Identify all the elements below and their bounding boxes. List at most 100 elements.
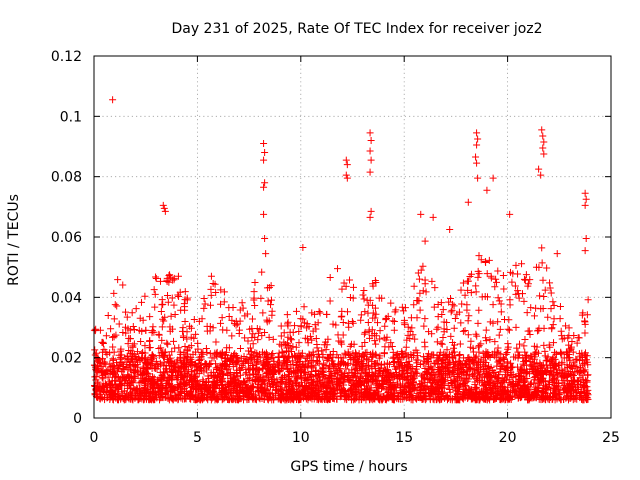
data-point [168,294,176,302]
data-point [285,374,293,382]
data-point [357,316,365,324]
data-point [122,329,130,337]
data-point [272,386,280,394]
data-point [249,330,257,338]
data-point [225,312,233,320]
data-point [374,319,382,327]
data-point [254,329,262,337]
data-point [533,343,541,351]
data-point [148,327,156,335]
data-point [132,305,140,313]
data-point [107,325,115,333]
data-point [448,306,456,314]
data-point [91,373,99,381]
data-point [156,387,164,395]
data-point [175,293,183,301]
data-point [381,322,389,330]
data-point [385,343,393,351]
data-point [113,302,121,310]
data-point [170,337,178,345]
data-point [512,261,520,269]
data-point [495,374,503,382]
data-point [461,291,469,299]
data-point [465,312,473,320]
data-point [443,326,451,334]
data-point [309,356,317,364]
data-point [114,276,122,284]
data-point [291,322,299,330]
data-point [304,339,312,347]
data-point [110,348,118,356]
data-point [489,301,497,309]
data-point [358,342,366,350]
data-point [219,361,227,369]
data-point [180,367,188,375]
data-point [333,351,341,359]
data-point [171,344,179,352]
data-point [482,326,490,334]
data-point [438,340,446,348]
data-point [461,326,469,334]
data-point [514,354,522,362]
data-point [315,307,323,315]
data-point [152,357,160,365]
data-point [268,296,276,304]
data-point [523,309,531,317]
data-point [409,331,417,339]
data-point [533,327,541,335]
data-point [474,319,482,327]
data-point [158,336,166,344]
data-point [160,317,168,325]
data-point [439,388,447,396]
data-point [540,324,548,332]
data-points [90,96,592,404]
data-point [236,345,244,352]
data-point [336,393,344,401]
data-point [455,351,463,359]
data-point [137,391,145,399]
data-point [430,303,438,311]
data-point [511,282,519,290]
data-point [150,286,158,294]
data-point [494,294,502,302]
data-point [522,271,530,279]
data-point [520,342,528,350]
data-point [115,320,123,328]
data-point [565,324,573,332]
data-point [284,354,292,362]
data-point [546,284,554,292]
data-point [158,296,166,304]
data-point [475,306,483,314]
data-point [467,337,475,345]
data-point [543,356,551,364]
data-point [130,384,138,392]
data-point [192,330,200,338]
y-tick-label: 0 [73,411,82,427]
data-point [229,363,237,371]
data-point [112,359,120,367]
data-point [387,299,395,307]
data-point [311,321,319,329]
data-point [316,309,324,317]
data-point [130,326,138,334]
data-point [458,300,466,308]
data-point [376,335,384,343]
data-point [550,302,558,310]
data-point [313,353,321,361]
data-point [286,385,294,393]
data-point [323,341,331,349]
data-point [447,332,455,340]
data-point [575,334,583,342]
data-point [485,256,493,264]
data-point [171,310,179,318]
data-point [246,344,254,352]
data-point [289,343,297,351]
y-tick-label: 0.04 [51,290,82,306]
data-point [521,336,529,344]
data-point [241,334,249,342]
data-point [109,355,117,363]
y-tick-label: 0.08 [51,170,82,186]
data-point [246,325,254,333]
data-point [336,365,344,373]
data-point [447,308,455,316]
